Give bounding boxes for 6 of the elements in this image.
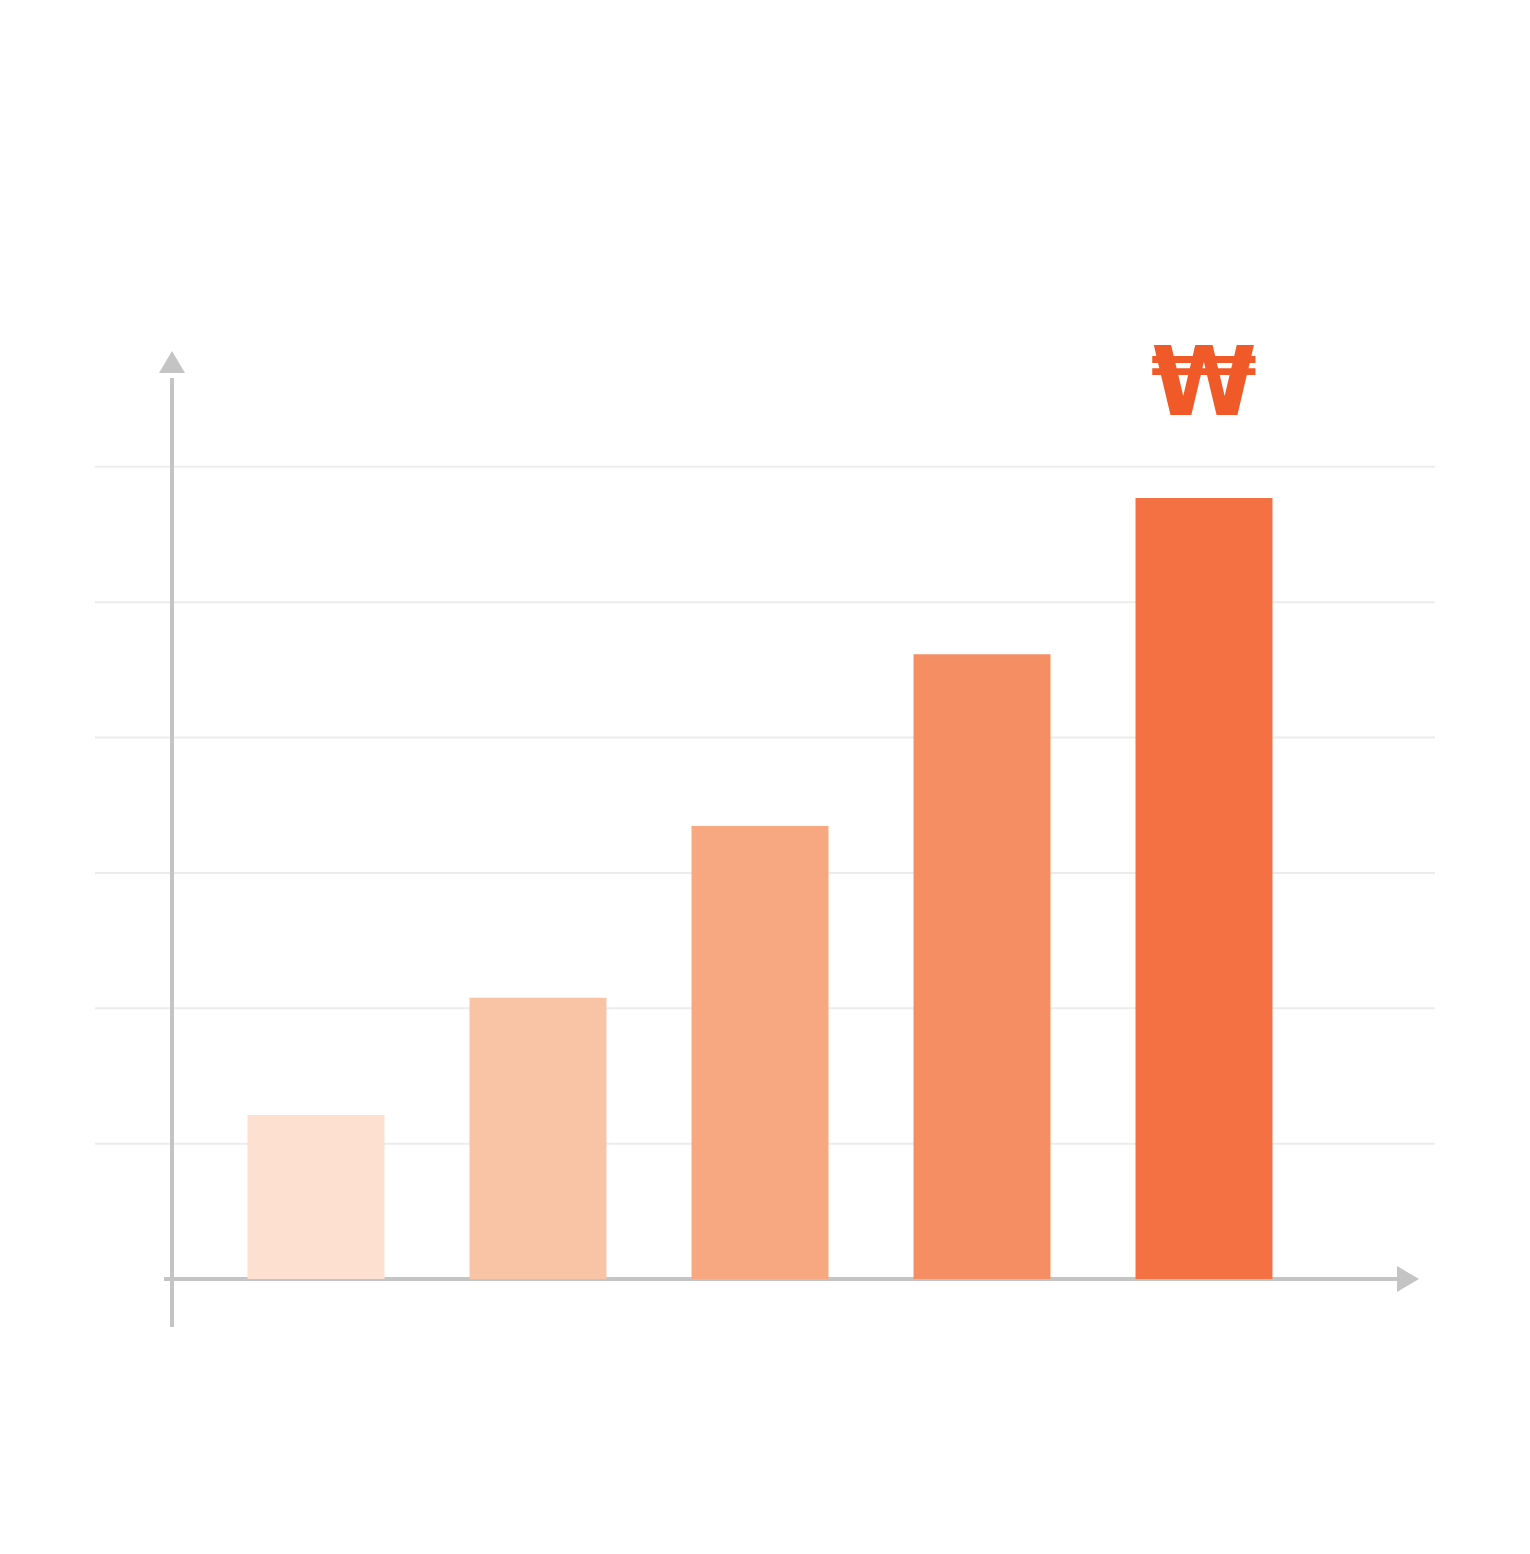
bar <box>913 654 1051 1279</box>
bar <box>1135 498 1273 1279</box>
bar <box>469 997 607 1279</box>
text: ₩ <box>1151 325 1257 438</box>
bar <box>247 1114 385 1279</box>
bar <box>691 826 829 1279</box>
